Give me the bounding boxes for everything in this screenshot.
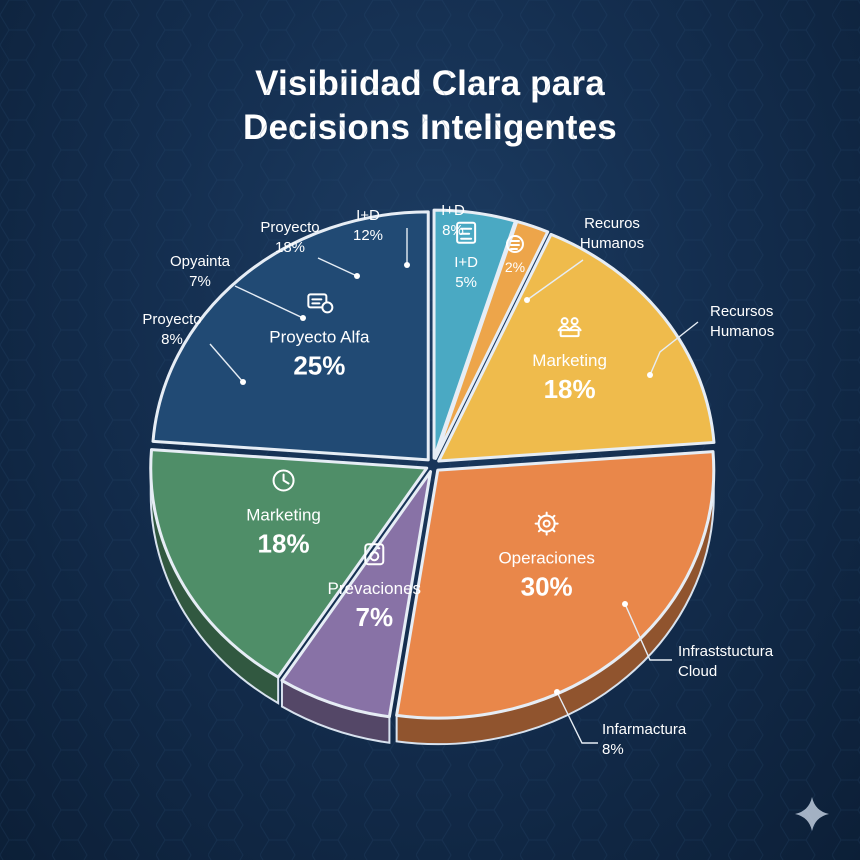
callout-text: 8% bbox=[442, 222, 464, 239]
callout-6: Proyecto 8% bbox=[142, 311, 246, 385]
callout-leader bbox=[209, 343, 244, 383]
callout-0: Proyecto 18% bbox=[260, 219, 360, 279]
callout-leader bbox=[556, 691, 598, 744]
slice-labels: I+D 5% 2% Marketing 18% Operaciones 30% Prevaci… bbox=[246, 254, 607, 632]
pie-slice-5 bbox=[149, 448, 429, 679]
callout-text: Opyainta bbox=[170, 253, 231, 270]
slice-label: I+D bbox=[454, 254, 478, 271]
gear-icon bbox=[534, 511, 559, 536]
callout-text: Cloud bbox=[678, 663, 717, 680]
clock-icon bbox=[272, 469, 295, 492]
callout-dot bbox=[354, 273, 360, 279]
callout-text: Infraststuctura bbox=[678, 643, 774, 660]
pie-slice-6 bbox=[151, 210, 430, 462]
slice-value-label: 25% bbox=[293, 350, 345, 380]
callout-4: Recursos Humanos bbox=[647, 303, 774, 378]
slice-label: Operaciones bbox=[498, 549, 594, 568]
list-icon bbox=[505, 235, 524, 254]
callout-text: 7% bbox=[189, 273, 211, 290]
pie-slice-2 bbox=[437, 232, 716, 463]
monitor-icon bbox=[307, 293, 334, 314]
slice-label: Marketing bbox=[532, 351, 607, 370]
callout-leader bbox=[526, 259, 584, 301]
slice-value-label: 18% bbox=[544, 374, 596, 404]
callout-dot bbox=[622, 601, 628, 607]
slice-label: Prevaciones bbox=[328, 579, 422, 598]
callout-text: 8% bbox=[602, 741, 624, 758]
callout-leader bbox=[624, 603, 672, 661]
callout-leader bbox=[317, 257, 358, 277]
callout-text: 12% bbox=[353, 227, 383, 244]
callout-leader bbox=[234, 285, 304, 319]
callout-dot bbox=[300, 315, 306, 321]
pie-slice-0 bbox=[432, 208, 517, 460]
slice-value-label: 30% bbox=[521, 572, 573, 602]
callout-text: Proyecto bbox=[142, 311, 201, 328]
callout-7: Infraststuctura Cloud bbox=[622, 601, 774, 680]
callout-leader bbox=[649, 321, 699, 376]
pie-slice-1 bbox=[433, 219, 550, 460]
callout-5: Opyainta 7% bbox=[170, 253, 306, 321]
team-icon bbox=[557, 317, 582, 338]
slice-label: Proyecto Alfa bbox=[269, 327, 370, 346]
document-icon bbox=[456, 221, 477, 244]
sparkle-icon bbox=[795, 797, 829, 831]
callout-text: I+D bbox=[441, 202, 465, 219]
callout-text: Recuros bbox=[584, 215, 640, 232]
callout-3: Recuros Humanos bbox=[524, 215, 644, 303]
device-icon bbox=[364, 543, 385, 566]
callout-dot bbox=[240, 379, 246, 385]
callout-8: Infarmactura 8% bbox=[554, 689, 687, 758]
slice-value-label: 7% bbox=[356, 602, 394, 632]
slice-value-label: 2% bbox=[505, 259, 525, 275]
callout-1: I+D 12% bbox=[353, 207, 410, 268]
pie-slices bbox=[149, 208, 716, 720]
callout-text: Infarmactura bbox=[602, 721, 687, 738]
callout-dot bbox=[647, 372, 653, 378]
callout-dot bbox=[554, 689, 560, 695]
callout-text: I+D bbox=[356, 207, 380, 224]
callout-text: Proyecto bbox=[260, 219, 319, 236]
pie-slice-4 bbox=[280, 470, 433, 719]
callout-text: 8% bbox=[161, 331, 183, 348]
pie-slice-3 bbox=[395, 450, 716, 720]
slice-label: Marketing bbox=[246, 505, 321, 524]
callout-dot bbox=[404, 262, 410, 268]
callout-text: 18% bbox=[275, 239, 305, 256]
slice-value-label: 5% bbox=[455, 274, 477, 291]
callout-text: Recursos bbox=[710, 303, 773, 320]
callout-text: Humanos bbox=[710, 323, 774, 340]
callout-2: I+D 8% bbox=[441, 202, 465, 239]
slice-value-label: 18% bbox=[258, 528, 310, 558]
callout-dot bbox=[524, 297, 530, 303]
callout-text: Humanos bbox=[580, 235, 644, 252]
